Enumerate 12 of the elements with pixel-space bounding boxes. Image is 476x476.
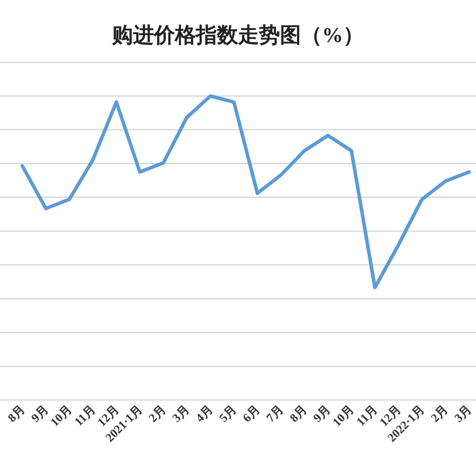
x-tick-label: 11月 xyxy=(72,402,98,429)
x-tick-label: 2月 xyxy=(428,402,451,425)
x-tick-label: 7月 xyxy=(263,402,286,425)
chart-title: 购进价格指数走势图（%） xyxy=(111,23,364,47)
x-tick-label: 4月 xyxy=(192,402,216,425)
x-tick-label: 3月 xyxy=(169,402,192,425)
x-tick-label: 3月 xyxy=(451,402,474,425)
x-tick-label: 2月 xyxy=(146,402,168,425)
x-tick-label: 8月 xyxy=(286,402,310,425)
x-tick-label: 6月 xyxy=(240,402,263,425)
x-tick-label: 5月 xyxy=(216,402,240,425)
x-tick-label: 8月 xyxy=(4,402,28,425)
